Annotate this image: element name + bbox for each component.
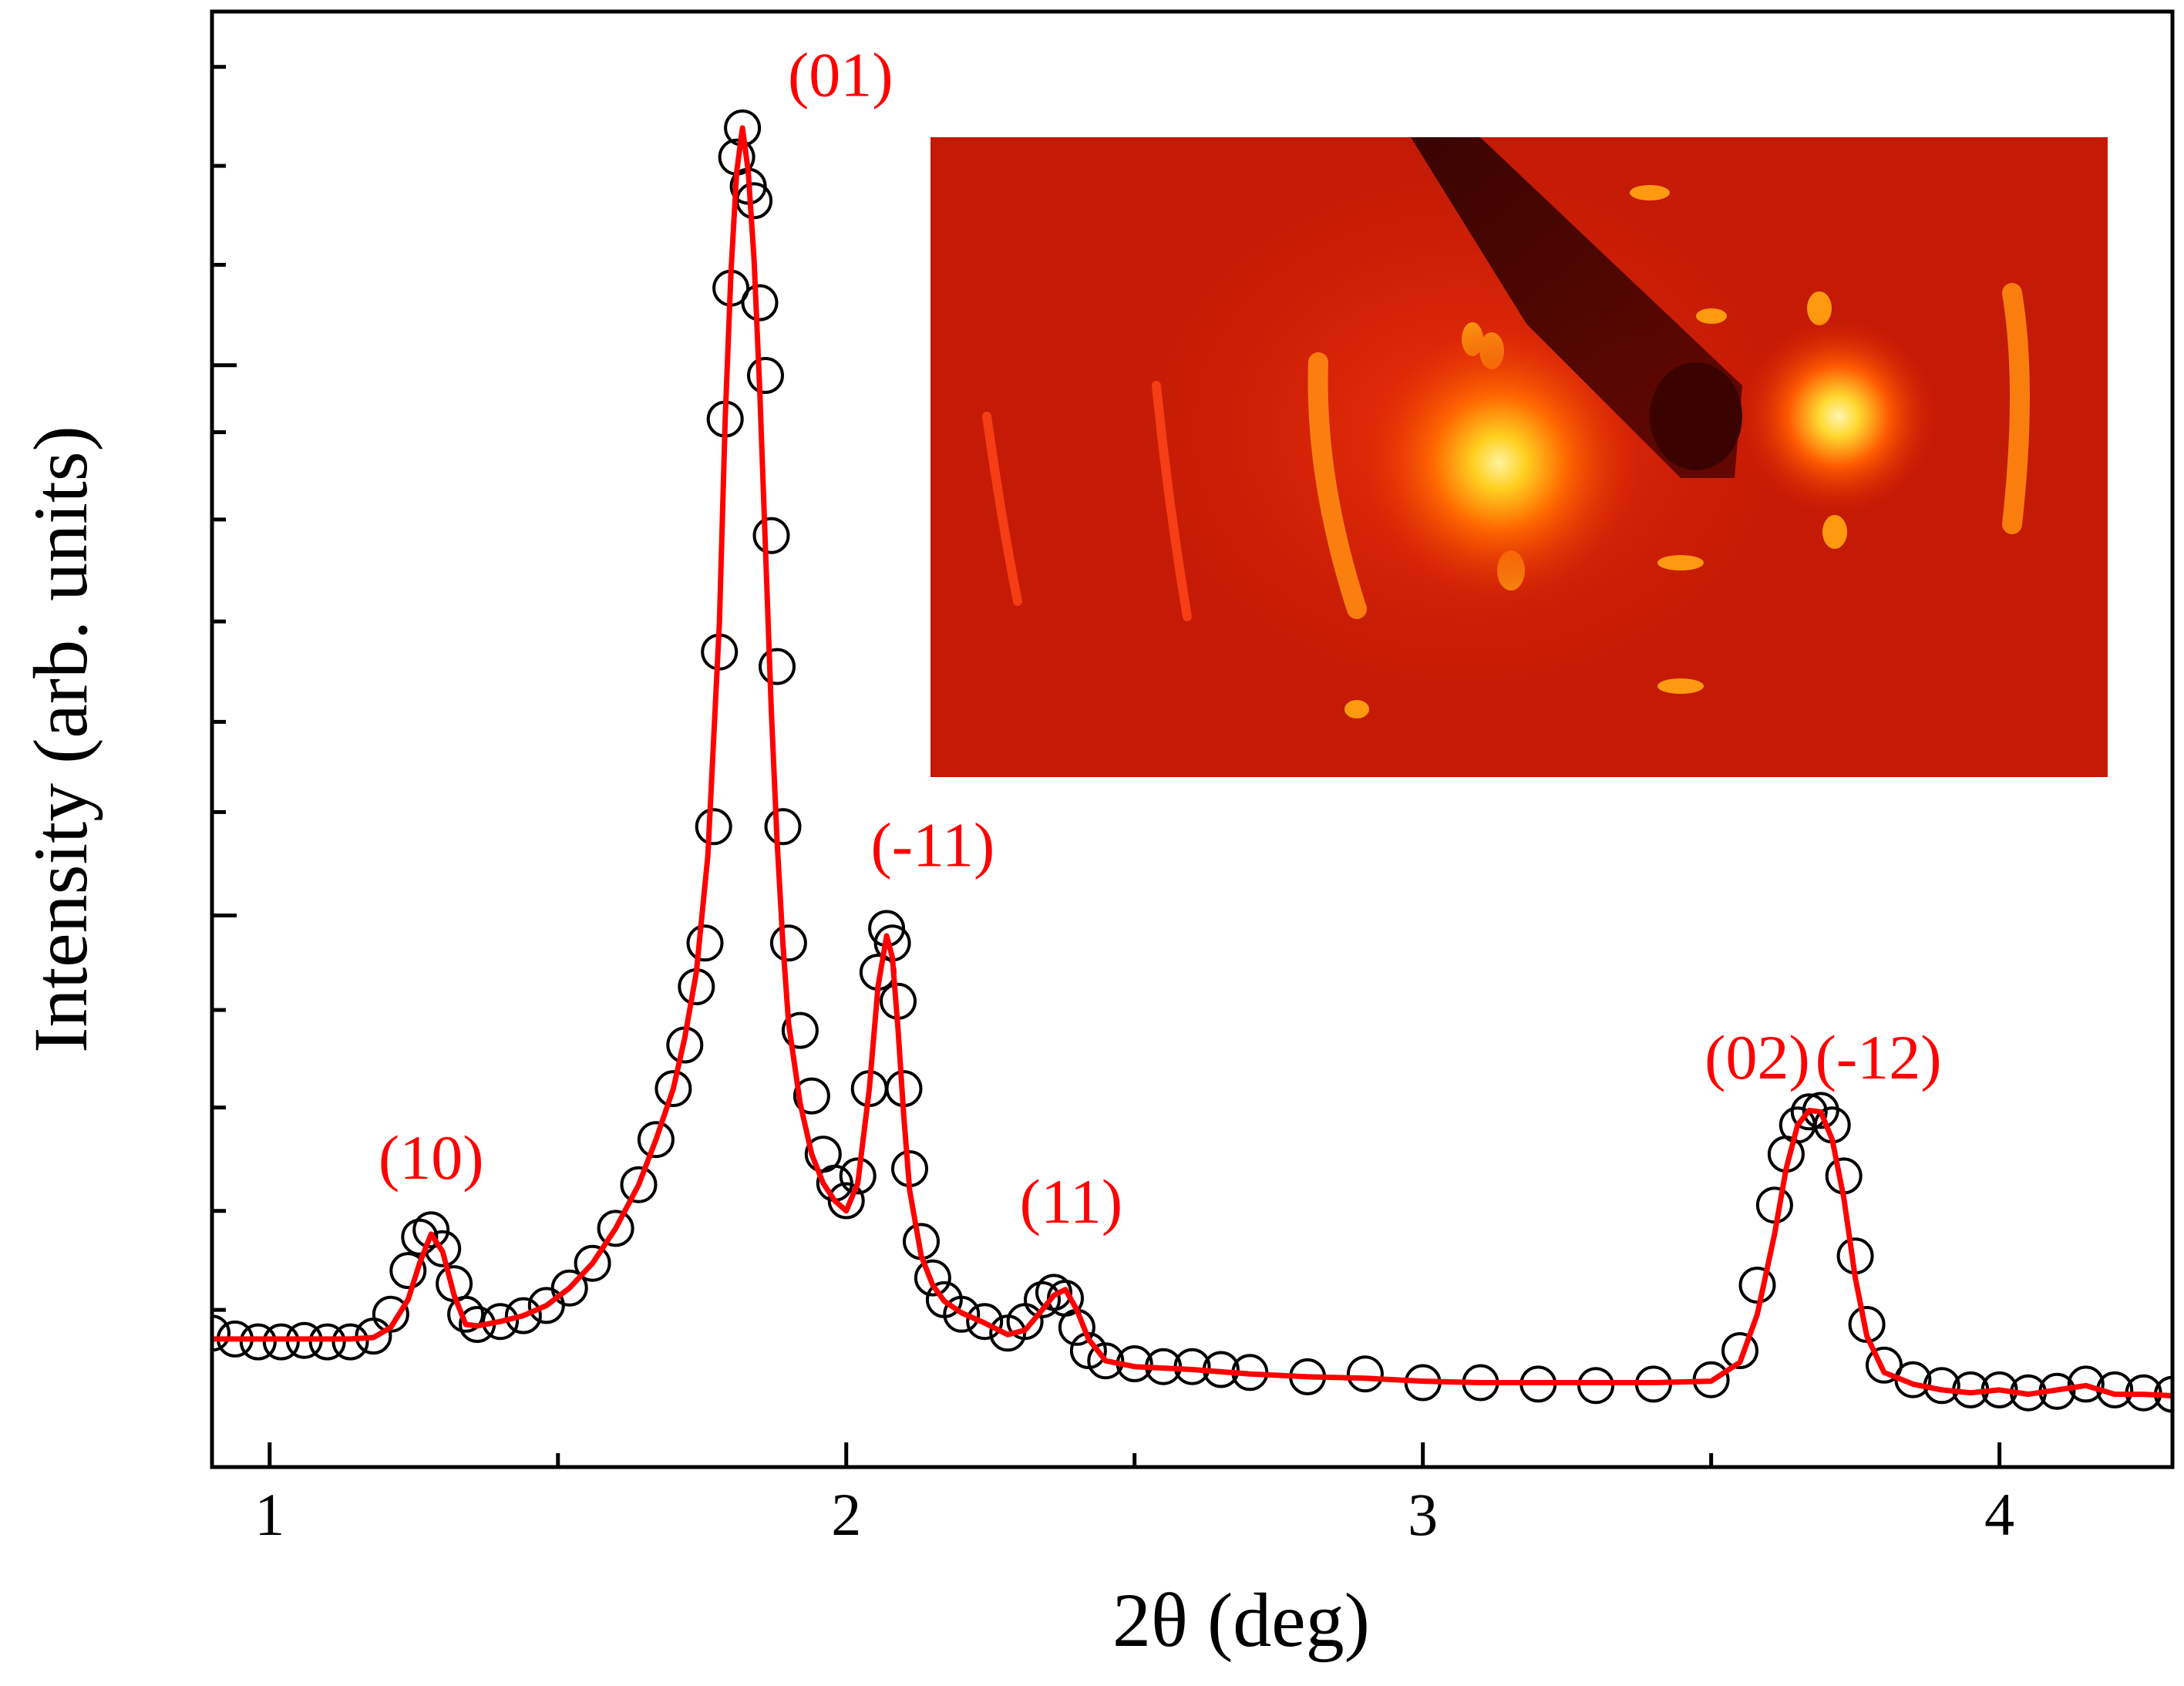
peak-label: (11) [1020,1166,1123,1237]
data-point [781,1011,819,1049]
data-point [827,1182,865,1220]
data-point [1346,1355,1384,1393]
data-point [759,648,796,685]
data-point [401,1218,439,1256]
data-point [1721,1332,1758,1369]
data-point [262,1323,300,1361]
data-point [1577,1367,1615,1405]
data-point [212,1314,231,1352]
peak-label: (01) [788,40,893,110]
data-point [2067,1365,2105,1403]
data-point [597,1210,634,1247]
peak-label: (10) [379,1122,484,1193]
data-point [839,1157,877,1195]
data-point [1024,1280,1061,1318]
x-tick-label: 3 [1408,1481,1438,1548]
data-point [1790,1093,1828,1131]
y-axis-title: Intensity (arb. units) [18,426,103,1053]
data-point [1738,1267,1776,1304]
data-point [389,1252,427,1290]
data-point [764,808,802,846]
data-point [504,1297,542,1334]
peak-label: (-11) [870,809,994,880]
data-point [1755,1186,1793,1224]
data-point [637,1121,675,1159]
data-point [1866,1346,1903,1384]
data-point [741,284,779,321]
data-point [655,1070,692,1108]
data-point [792,1077,830,1115]
x-tick-label: 1 [254,1481,284,1548]
data-point [412,1211,450,1249]
data-point [966,1303,1004,1341]
data-point [686,924,724,962]
inset-diffraction-image [930,137,2108,777]
data-point [239,1323,277,1361]
peak-label: (02) [1704,1022,1810,1092]
data-point [695,808,732,846]
peak-label: (-12) [1816,1022,1942,1092]
fit-line [212,125,2172,1398]
x-tick-label: 4 [1984,1481,2014,1548]
data-point [747,357,784,394]
x-axis-title: 2θ (deg) [1112,1577,1370,1663]
data-point [914,1259,951,1297]
data-point [550,1269,588,1307]
data-point [372,1295,409,1333]
data-point [308,1323,346,1361]
plot-frame [210,9,2175,1469]
data-point [943,1295,981,1333]
data-point [482,1303,519,1341]
data-point [331,1323,369,1361]
data-point [574,1244,611,1282]
data-point [1087,1342,1125,1380]
data-point [769,924,807,962]
data-point [447,1295,485,1333]
x-tick-label: 2 [831,1481,861,1548]
data-point [752,517,790,554]
data-point [620,1166,658,1203]
